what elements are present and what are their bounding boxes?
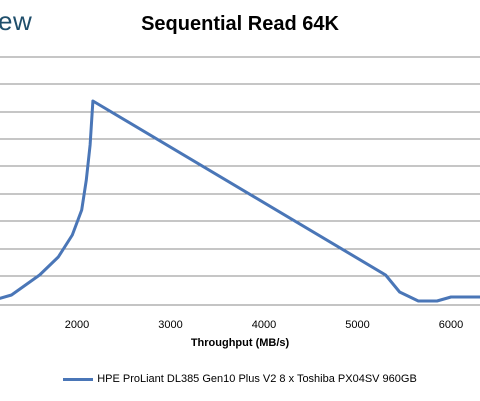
chart-legend: HPE ProLiant DL385 Gen10 Plus V2 8 x Tos… [0,373,480,385]
x-tick-label: 6000 [439,319,463,331]
x-tick-labels: 2000 3000 4000 5000 6000 [65,319,463,331]
series-line [0,99,480,303]
gridlines [0,56,480,277]
legend-label: HPE ProLiant DL385 Gen10 Plus V2 8 x Tos… [97,373,417,385]
legend-swatch [63,377,94,381]
x-axis-label: Throughput (MB/s) [190,337,290,349]
series-group [0,99,480,303]
x-tick-label: 3000 [158,319,182,331]
brand-logo: ew [0,6,33,36]
x-tick-label: 2000 [65,319,89,331]
chart-title: Sequential Read 64K [141,13,339,35]
x-tick-label: 4000 [252,319,276,331]
x-tick-label: 5000 [345,319,369,331]
